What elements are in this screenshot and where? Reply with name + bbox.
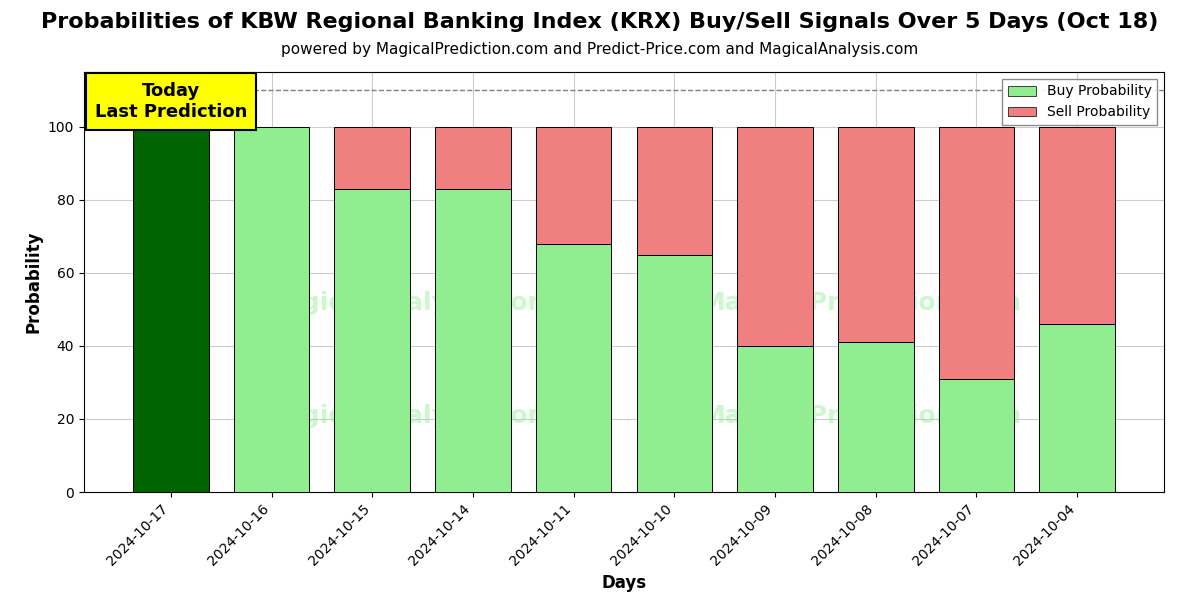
- Bar: [1039, 324, 1115, 492]
- Y-axis label: Probability: Probability: [24, 231, 42, 333]
- Bar: [938, 379, 1014, 492]
- Bar: [1039, 127, 1115, 324]
- Bar: [636, 254, 712, 492]
- Bar: [737, 346, 812, 492]
- Bar: [436, 189, 511, 492]
- Bar: [838, 342, 913, 492]
- Bar: [737, 127, 812, 346]
- Bar: [636, 127, 712, 254]
- Bar: [838, 127, 913, 342]
- Text: Probabilities of KBW Regional Banking Index (KRX) Buy/Sell Signals Over 5 Days (: Probabilities of KBW Regional Banking In…: [41, 12, 1159, 32]
- Legend: Buy Probability, Sell Probability: Buy Probability, Sell Probability: [1002, 79, 1157, 125]
- Bar: [536, 244, 612, 492]
- Bar: [335, 189, 410, 492]
- Text: MagicalPrediction.com: MagicalPrediction.com: [701, 404, 1022, 428]
- Bar: [234, 127, 310, 492]
- Bar: [536, 127, 612, 244]
- Bar: [938, 127, 1014, 379]
- Bar: [335, 127, 410, 189]
- Text: MagicalPrediction.com: MagicalPrediction.com: [701, 291, 1022, 315]
- X-axis label: Days: Days: [601, 574, 647, 592]
- Text: MagicalAnalysis.com: MagicalAnalysis.com: [262, 404, 554, 428]
- Text: powered by MagicalPrediction.com and Predict-Price.com and MagicalAnalysis.com: powered by MagicalPrediction.com and Pre…: [281, 42, 919, 57]
- Text: Today
Last Prediction: Today Last Prediction: [95, 82, 247, 121]
- Bar: [436, 127, 511, 189]
- Bar: [133, 127, 209, 492]
- Text: MagicalAnalysis.com: MagicalAnalysis.com: [262, 291, 554, 315]
